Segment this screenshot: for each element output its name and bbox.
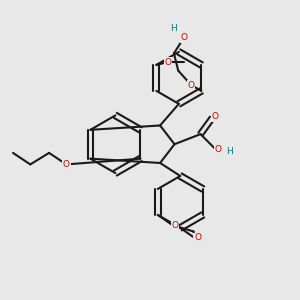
Text: O: O (194, 233, 201, 242)
Text: O: O (172, 220, 178, 230)
Text: O: O (212, 112, 219, 121)
Text: O: O (164, 58, 171, 67)
Text: H: H (170, 24, 176, 33)
Text: O: O (188, 81, 195, 90)
Text: O: O (63, 160, 70, 169)
Text: O: O (181, 33, 188, 42)
Text: H: H (226, 147, 233, 156)
Text: O: O (215, 146, 222, 154)
